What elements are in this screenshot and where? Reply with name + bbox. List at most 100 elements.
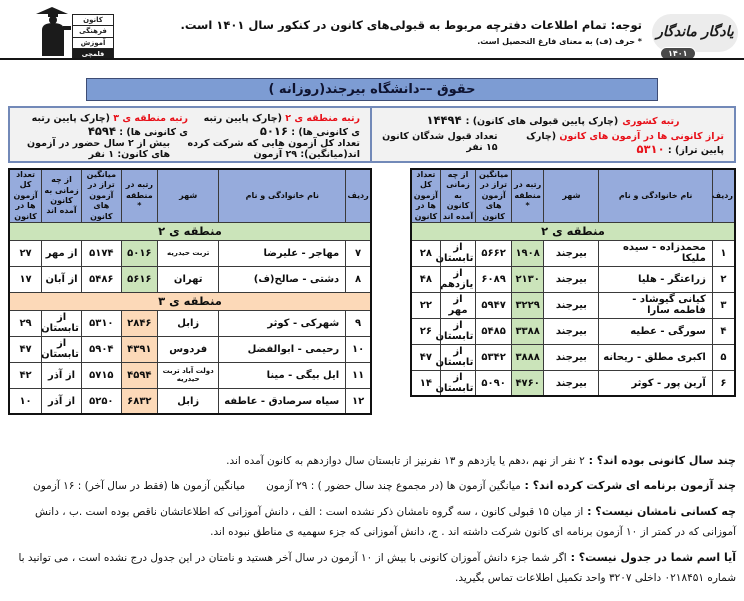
region2-band-label: منطقه ی ۲	[8, 221, 372, 241]
region-rank-cell: ۲۸۴۶	[120, 309, 158, 337]
national-rank-label: رتبه کشوری	[622, 116, 680, 127]
row-number: ۱۰	[345, 335, 372, 363]
national-rank-paren: (چارک پایین قبولی های کانون) :	[465, 116, 619, 127]
row-number: ۵	[711, 343, 736, 371]
region3-label: رتبه منطقه ی ۳	[113, 113, 188, 124]
exam-count-cell: ۲۲	[410, 291, 441, 319]
avg-score-cell: ۵۲۵۰	[80, 387, 122, 415]
col-city: شهر	[156, 168, 220, 223]
two-years-note: بیش از ۲ سال حضور در آزمون های کانون: ۱ …	[27, 138, 171, 160]
table-row: ۷ مهاجر - علیرضا تربت حیدریه ۵۰۱۶ ۵۱۷۴ از مهر…	[8, 239, 372, 267]
col-avg-score: میانگین تراز در آزمون های کانون	[475, 168, 512, 223]
exam-count-cell: ۲۶	[410, 317, 441, 345]
city-cell: بیرجند	[543, 369, 600, 397]
joined-since-cell: از تابستان	[41, 335, 82, 363]
avg-score-cell: ۵۷۱۵	[80, 361, 122, 389]
footer-note-question: چند آزمون برنامه ای شرکت کرده اند؟ :	[520, 479, 736, 493]
col-exam-count: تعداد کل آزمون ها در کانون	[410, 168, 441, 223]
footer-note-answer: از میان ۱۵ قبولی کانون ، سه گروه نامشان …	[35, 505, 736, 539]
city-cell: بیرجند	[543, 291, 600, 319]
footer-note-question: آیا اسم شما در جدول نیست؟ :	[566, 550, 736, 564]
row-number: ۳	[711, 291, 736, 319]
col-row-number: ردیف	[712, 168, 736, 223]
table-row: ۶ آرین پور - کوثر بیرجند ۴۷۶۰ ۵۰۹۰ از تابستان…	[410, 369, 736, 397]
table-row: ۱۲ سیاه سرصادق - عاطفه زابل ۶۸۳۲ ۵۲۵۰ از آذر ۱…	[8, 387, 372, 415]
logo-footer: قلمچی	[73, 49, 113, 60]
region-rank-cell: ۱۹۰۸	[510, 239, 545, 267]
student-name: رحیمی - ابوالفضل	[218, 335, 347, 363]
region3-group: رتبه منطقه ی ۳ (چارک پایین رتبه ی کانونی…	[20, 113, 188, 138]
student-name: اکبری مطلق - ریحانه	[598, 343, 713, 371]
exam-count-cell: ۴۸	[410, 265, 441, 293]
table-header-row: ردیف نام خانوادگی و نام شهر رتبه در منطق…	[8, 168, 372, 223]
joined-since-cell: از آذر	[41, 387, 82, 415]
table-header-row: ردیف نام خانوادگی و نام شهر رتبه در منطق…	[410, 168, 736, 223]
table-row: ۱۰ رحیمی - ابوالفضل فردوس ۴۳۹۱ ۵۹۰۴ از تابستا…	[8, 335, 372, 363]
col-city: شهر	[543, 168, 600, 223]
avg-score-cell: ۵۴۸۶	[80, 265, 122, 293]
student-name: آرین پور - کوثر	[598, 369, 713, 397]
avg-score-cell: ۵۳۱۰	[80, 309, 122, 337]
joined-since-cell: از مهر	[439, 291, 477, 319]
row-number: ۲	[711, 265, 736, 293]
avg-score-cell: ۵۹۴۷	[475, 291, 512, 319]
logo-line: فرهنگی	[73, 26, 113, 38]
graduate-icon	[36, 7, 71, 56]
notice-line-1: توجه: تمام اطلاعات دفترچه مربوط به قبولی…	[180, 18, 642, 32]
region3-band-label: منطقه ی ۳	[8, 291, 372, 311]
region3-value: ۴۵۹۴	[87, 124, 116, 138]
joined-since-cell: از تابستان	[436, 317, 477, 345]
row-number: ۱۱	[345, 361, 372, 389]
footer-note-question: چه کسانی نامشان نیست؟ :	[583, 504, 736, 518]
row-number: ۱	[711, 239, 736, 267]
taraz-value: ۵۳۱۰	[636, 142, 665, 156]
city-cell: فردوس	[156, 335, 220, 363]
header-divider	[0, 58, 744, 60]
footer-note: چند آزمون برنامه ای شرکت کرده اند؟ : میا…	[8, 475, 736, 496]
col-joined-since: از چه زمانی به کانون آمده اند	[439, 168, 477, 223]
region-rank-cell: ۳۳۸۸	[510, 317, 545, 345]
exam-count-cell: ۱۴	[410, 369, 441, 397]
col-region-rank: رتبه در منطقه *	[120, 168, 158, 223]
region-rank-cell: ۲۱۳۰	[510, 265, 545, 293]
exam-count-cell: ۲۸	[410, 239, 441, 267]
region2-value: ۵۰۱۶	[259, 124, 288, 138]
logo-line: کانون	[73, 15, 113, 27]
student-name: ایل بیگی - مینا	[218, 361, 347, 389]
col-row-number: ردیف	[345, 168, 372, 223]
taraz-label: تراز کانونی ها در آزمون های کانون	[559, 131, 724, 142]
joined-since-cell: از تابستان	[436, 239, 477, 267]
region-rank-cell: ۳۸۸۸	[510, 343, 545, 371]
city-cell: تربت حیدریه	[156, 239, 220, 267]
footer-note: آیا اسم شما در جدول نیست؟ : اگر شما جزء …	[8, 547, 736, 589]
joined-since-cell: از آذر	[41, 361, 82, 389]
table-row: ۱ محمدزاده - سیده ملیکا بیرجند ۱۹۰۸ ۵۶۶۲ از ت…	[410, 239, 736, 267]
stats-box: رتبه کشوری (چارک پایین قبولی های کانون) …	[8, 106, 736, 163]
table-row: ۵ اکبری مطلق - ریحانه بیرجند ۳۸۸۸ ۵۳۴۲ از تاب…	[410, 343, 736, 371]
exam-count-cell: ۱۷	[8, 265, 43, 293]
row-number: ۸	[345, 265, 372, 293]
region2-band: منطقه ی ۲	[8, 221, 372, 241]
city-cell: زابل	[156, 309, 220, 337]
avg-score-cell: ۶۰۸۹	[475, 265, 512, 293]
results-table-right: ردیف نام خانوادگی و نام شهر رتبه در منطق…	[410, 168, 736, 398]
student-name: سیاه سرصادق - عاطفه	[218, 387, 347, 415]
student-name: دشتی - صالح(ف)	[218, 265, 347, 293]
footer-notes: چند سال کانونی بوده اند؟ : ۲ نفر از نهم …	[8, 450, 736, 593]
table-row: ۳ کیانی گیوشاد - فاطمه سارا بیرجند ۳۲۲۹ ۵۹۴۷…	[410, 291, 736, 319]
results-table-left: ردیف نام خانوادگی و نام شهر رتبه در منطق…	[8, 168, 372, 416]
footer-note-answer: اگر شما جزء دانش آموزان کانونی با بیش از…	[18, 551, 736, 585]
joined-since-cell: از تابستان	[436, 369, 477, 397]
footer-note-answer: میانگین آزمون ها (در مجموع چند سال حضور …	[33, 480, 521, 493]
avg-score-cell: ۵۶۶۲	[475, 239, 512, 267]
avg-score-cell: ۵۰۹۰	[475, 369, 512, 397]
table-row: ۸ دشتی - صالح(ف) تهران ۵۶۱۶ ۵۴۸۶ از آبان ۱۷	[8, 265, 372, 293]
row-number: ۱۲	[345, 387, 372, 415]
exams-total: تعداد کل آزمون هایی که شرکت کرده اند(میا…	[187, 138, 360, 160]
avg-score-cell: ۵۱۷۴	[80, 239, 122, 267]
region3-band: منطقه ی ۳	[8, 291, 372, 311]
student-name: محمدزاده - سیده ملیکا	[598, 239, 713, 267]
region2-band-label: منطقه ی ۲	[410, 221, 736, 241]
student-name: شهرکی - کوثر	[218, 309, 347, 337]
